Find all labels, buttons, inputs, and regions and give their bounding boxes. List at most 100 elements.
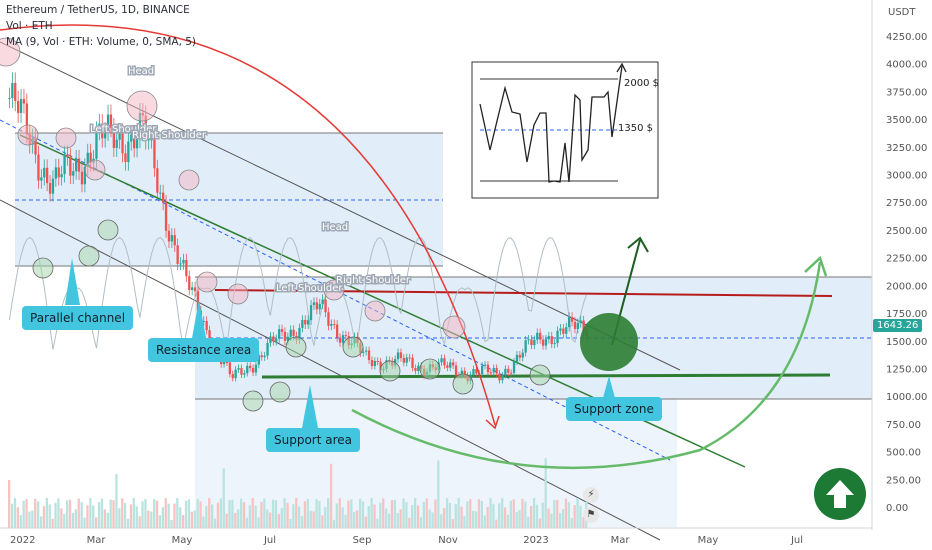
candle-body bbox=[104, 131, 107, 139]
candle-body bbox=[396, 352, 400, 360]
flag-icon[interactable]: ⚑ bbox=[583, 507, 599, 523]
volume-bar bbox=[77, 498, 80, 528]
candle-body bbox=[48, 183, 52, 194]
current-price-tag: 1643.26 bbox=[873, 319, 923, 332]
candle-body bbox=[77, 158, 81, 172]
volume-bar bbox=[179, 507, 182, 528]
volume-bar bbox=[51, 518, 54, 528]
candle-body bbox=[338, 337, 342, 343]
volume-bar bbox=[411, 505, 414, 528]
pink-pattern-circle bbox=[178, 169, 200, 191]
volume-bar bbox=[570, 517, 573, 528]
time-tick-label: 2023 bbox=[523, 535, 548, 546]
volume-bar bbox=[335, 503, 338, 528]
candle-body bbox=[8, 97, 11, 99]
inset-upper-label: 2000 $ bbox=[624, 78, 659, 89]
candle-body bbox=[225, 362, 229, 364]
candle-body bbox=[411, 357, 414, 368]
volume-bar bbox=[121, 498, 124, 528]
price-tick-label: 3000.00 bbox=[886, 171, 927, 182]
candle-body bbox=[518, 354, 521, 358]
candle-body bbox=[25, 103, 28, 134]
volume-bar bbox=[22, 500, 25, 528]
time-axis-ticks: 2022 Mar May Jul Sep Nov 2023 Mar May Jul bbox=[10, 535, 803, 546]
candle-body bbox=[240, 368, 243, 375]
candle-body bbox=[405, 357, 408, 363]
pink-pattern-circle bbox=[84, 159, 106, 181]
green-arc bbox=[351, 261, 822, 470]
volume-bar bbox=[550, 513, 553, 528]
volume-bar bbox=[225, 513, 228, 528]
candle-body bbox=[341, 335, 345, 343]
candle-body bbox=[443, 358, 446, 366]
green-pattern-circle bbox=[529, 364, 551, 386]
volume-legend: Vol · ETH bbox=[6, 20, 53, 32]
candle-body bbox=[483, 364, 487, 366]
pink-pattern-circle bbox=[17, 124, 39, 146]
candle-body bbox=[266, 342, 269, 356]
volume-bar bbox=[161, 507, 164, 528]
candle-body bbox=[501, 375, 504, 381]
candle-body bbox=[463, 370, 466, 376]
candle-body bbox=[510, 372, 513, 374]
callout-support-zone: Support zone bbox=[566, 397, 662, 421]
volume-bar bbox=[579, 505, 582, 528]
candle-body bbox=[249, 365, 252, 369]
candle-body bbox=[257, 355, 260, 365]
candle-body bbox=[22, 99, 26, 104]
volume-bar bbox=[129, 504, 133, 528]
time-tick-label: Mar bbox=[87, 535, 107, 546]
price-tick-label: 1500.00 bbox=[886, 337, 927, 348]
candle-body bbox=[379, 361, 382, 371]
candle-body bbox=[191, 287, 194, 290]
candle-body bbox=[251, 368, 255, 373]
left-shoulder-label-2: Left Shoulder bbox=[276, 283, 343, 294]
red-arc bbox=[0, 24, 496, 426]
candle-body bbox=[63, 154, 66, 175]
volume-bar bbox=[240, 498, 243, 528]
volume-bar bbox=[393, 499, 396, 528]
candle-body bbox=[54, 167, 57, 179]
arrow-up-button[interactable] bbox=[814, 468, 866, 520]
volume-bar bbox=[228, 500, 231, 528]
candle-body bbox=[188, 276, 191, 290]
volume-bar bbox=[126, 518, 130, 528]
volume-bar bbox=[303, 501, 307, 528]
pointer-parallel bbox=[65, 258, 80, 305]
channel-bottom-line bbox=[0, 199, 661, 541]
volume-bar bbox=[300, 516, 304, 528]
candle-body bbox=[344, 335, 347, 337]
lightning-icon[interactable]: ⚡ bbox=[583, 487, 599, 503]
price-tick-label: 1750.00 bbox=[886, 309, 927, 320]
volume-bar bbox=[358, 498, 362, 528]
candle-body bbox=[460, 370, 463, 376]
volume-bar bbox=[324, 507, 327, 528]
pointer-support-area bbox=[302, 385, 318, 428]
volume-bar bbox=[150, 511, 153, 528]
candle-body bbox=[133, 134, 136, 149]
candle-body bbox=[164, 202, 168, 231]
candle-body bbox=[376, 361, 379, 363]
green-pattern-circle bbox=[452, 373, 474, 395]
candle-body bbox=[489, 372, 492, 374]
candle-body bbox=[118, 132, 121, 140]
volume-bar bbox=[202, 516, 205, 528]
candle-body bbox=[112, 127, 115, 148]
volume-bar bbox=[544, 458, 547, 528]
candle-body bbox=[205, 320, 208, 331]
volume-bar bbox=[13, 498, 17, 528]
candle-body bbox=[321, 299, 324, 304]
volume-bar bbox=[390, 500, 394, 528]
candle-body bbox=[269, 336, 272, 343]
chart-title: Ethereum / TetherUS, 1D, BINANCE bbox=[6, 4, 190, 16]
volume-bar bbox=[54, 502, 57, 528]
candle-body bbox=[14, 82, 17, 102]
candle-body bbox=[272, 336, 275, 342]
volume-bar bbox=[211, 504, 214, 528]
volume-bar bbox=[34, 498, 37, 528]
candle-body bbox=[570, 316, 574, 322]
volume-bar bbox=[370, 498, 373, 528]
green-pattern-circle bbox=[285, 336, 307, 358]
volume-bar bbox=[83, 517, 86, 528]
